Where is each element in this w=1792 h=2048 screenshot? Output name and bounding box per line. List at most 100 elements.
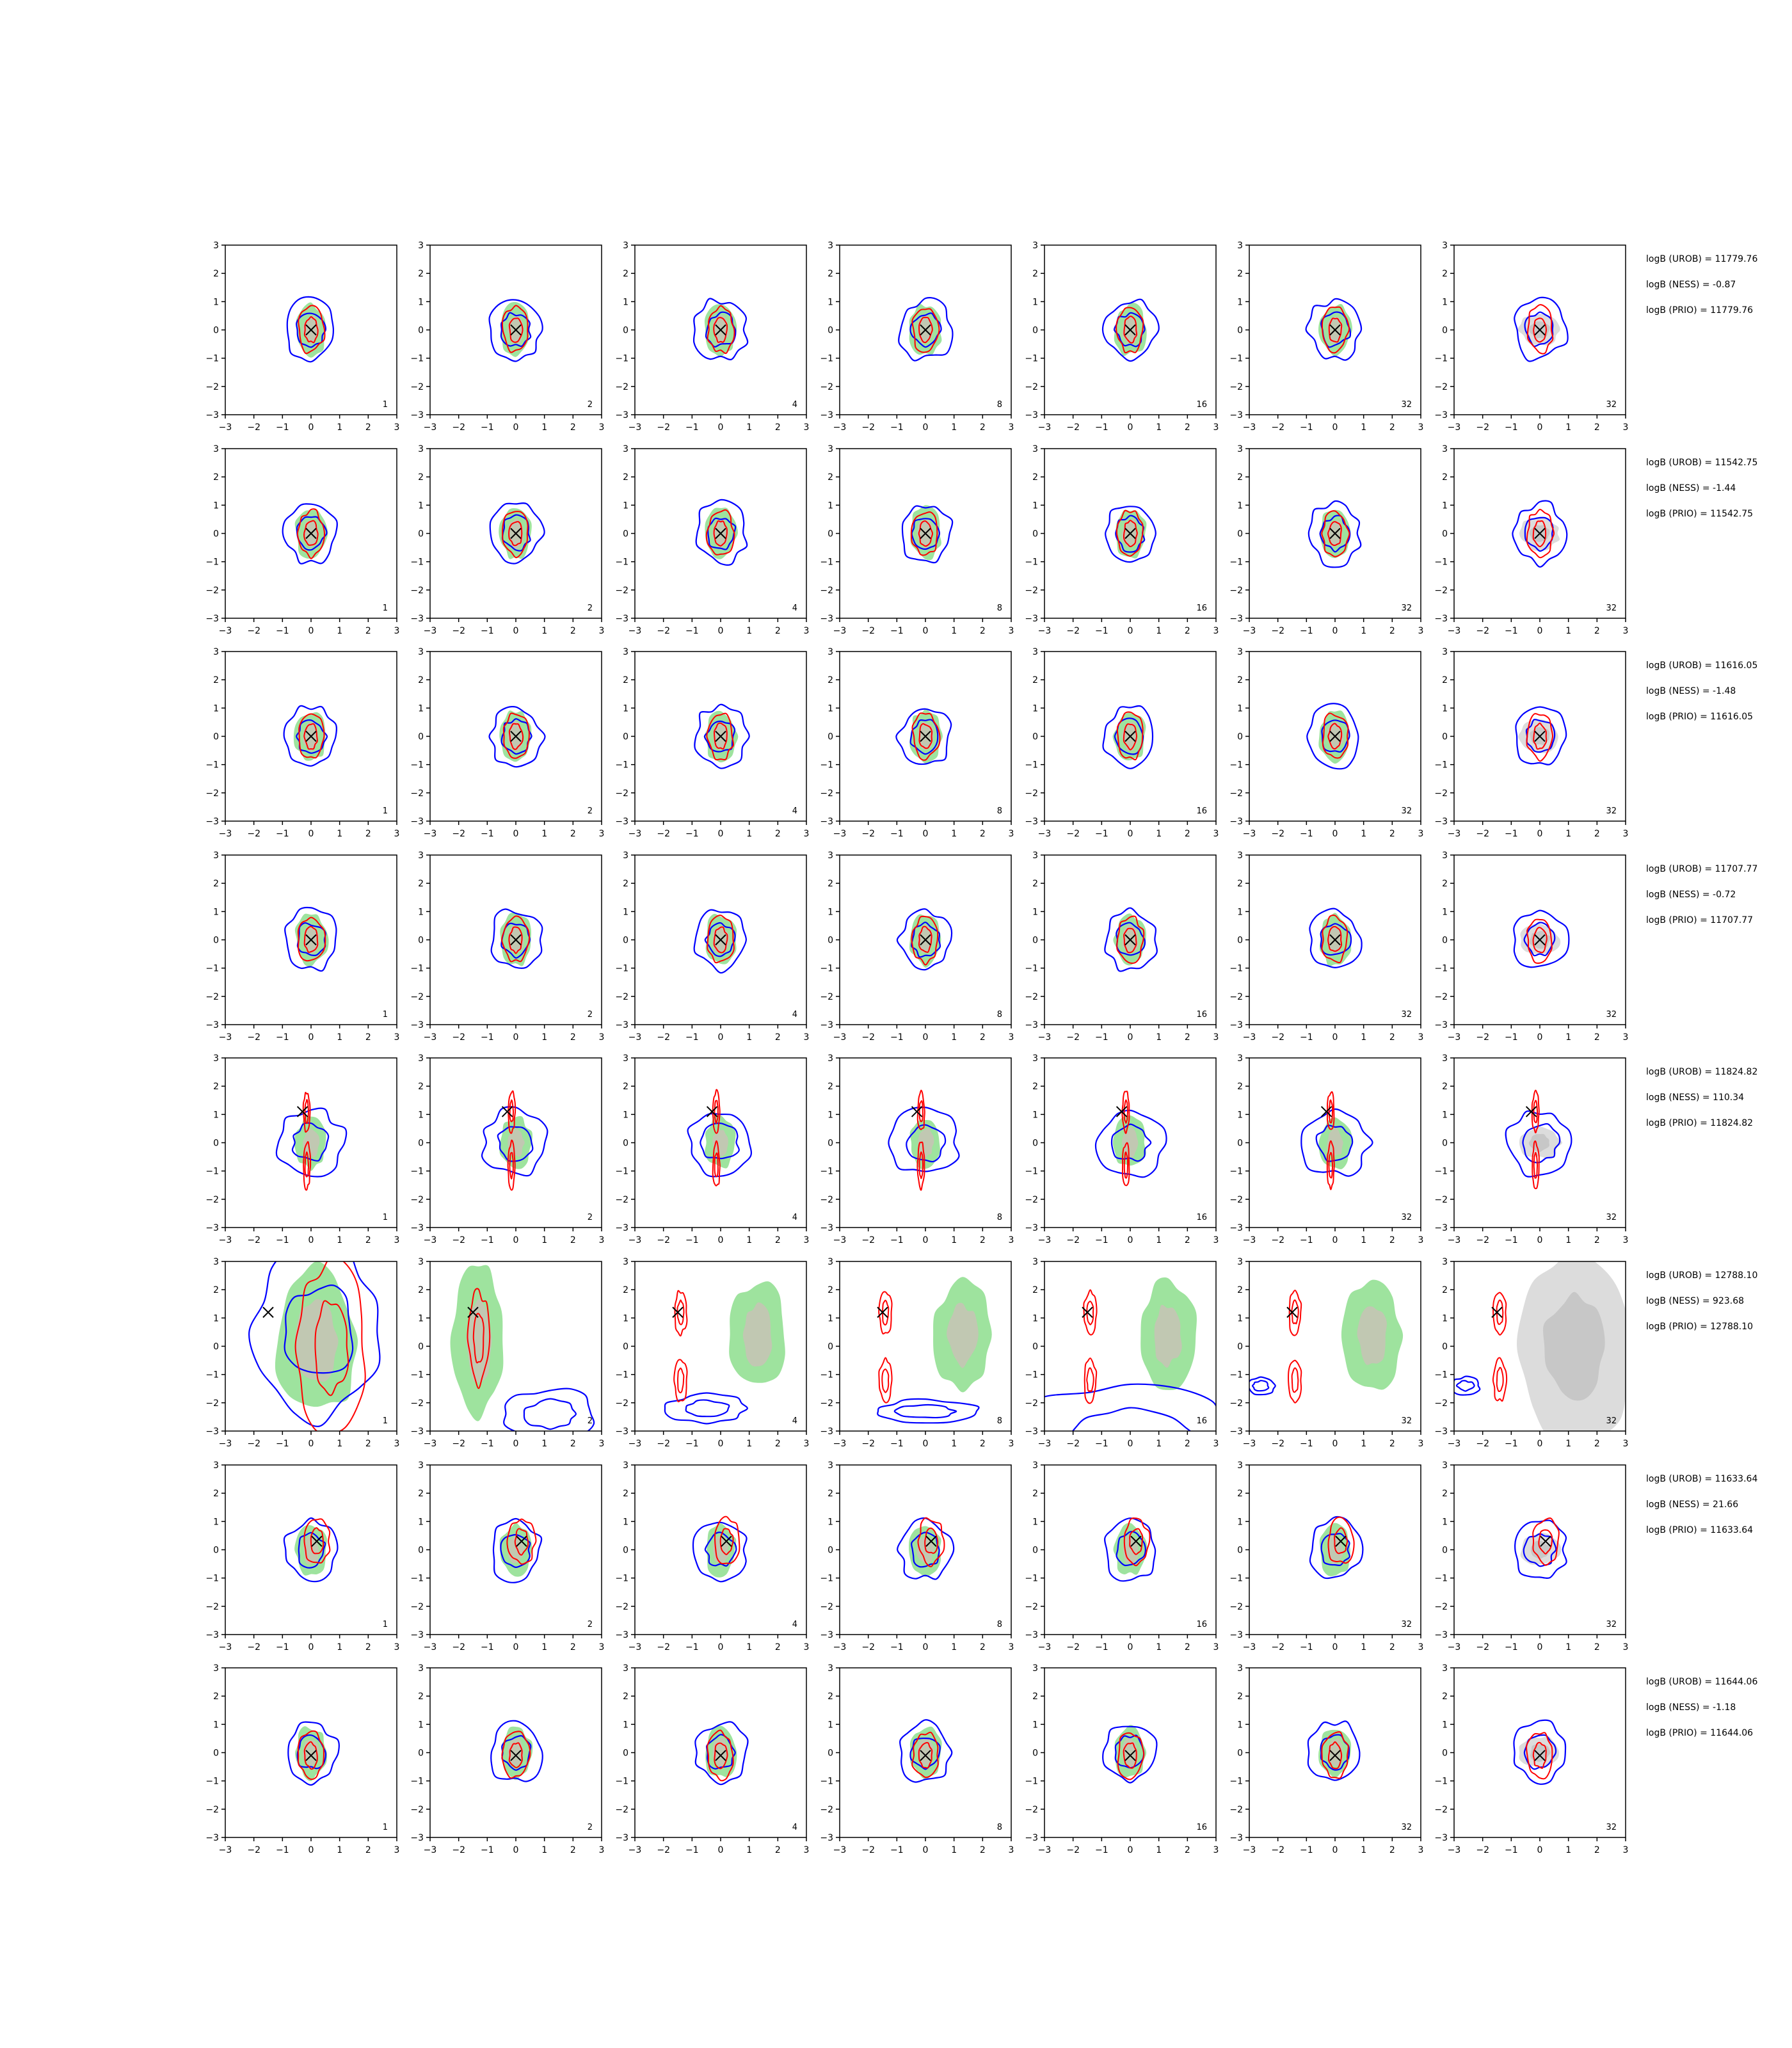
y-tick-label: −3 [615,410,628,420]
plot-area [692,298,749,361]
red-contour-outer [706,712,734,761]
plot-area [1104,907,1158,972]
panel-label: 1 [383,400,388,410]
y-tick-label: −3 [1025,1630,1038,1640]
y-tick-label: 1 [1442,297,1448,307]
y-tick-label: 0 [623,1342,628,1352]
x-tick-label: −1 [890,829,904,839]
y-tick-label: 2 [623,1285,628,1295]
red-contour-outer [501,305,529,353]
red-contour-inner [1129,1528,1144,1555]
x-tick-label: 3 [804,1235,810,1245]
subplot-r3-c3: −3−3 −2 −2 −1 −1 0 0 1 1 2 2 3 3 4 [615,647,809,839]
y-tick-label: −3 [1229,410,1243,420]
panel-label: 32 [1401,1213,1412,1222]
y-tick-label: −3 [1229,1833,1243,1843]
x-tick-label: −2 [1271,422,1284,433]
panel-label: 16 [1196,1010,1207,1020]
x-tick-label: 1 [337,1642,342,1652]
panel-label: 2 [588,1010,593,1020]
x-tick-label: −2 [452,626,465,636]
x-tick-label: −1 [890,626,904,636]
x-tick-label: −1 [1300,1439,1313,1449]
x-tick-label: 2 [1389,626,1395,636]
x-tick-label: −2 [1066,1032,1080,1043]
x-tick-label: −1 [1095,1032,1108,1043]
panel-label: 32 [1606,1010,1617,1020]
plot-area [1513,909,1570,968]
red-contour-outer [294,1261,366,1431]
plot-area [287,1721,340,1786]
true-value-marker [706,1106,718,1117]
y-tick-label: −3 [820,1427,833,1437]
blue-contour-inner [906,1124,947,1163]
x-tick-label: −2 [657,626,670,636]
y-tick-label: 2 [418,675,424,685]
y-tick-label: 3 [213,1663,219,1674]
x-tick-label: −3 [628,1845,642,1855]
y-tick-label: 2 [1237,1692,1243,1702]
x-tick-label: 3 [394,626,400,636]
x-tick-label: 2 [1389,1439,1395,1449]
y-tick-label: 1 [1237,703,1243,714]
red-contour-outer [707,915,735,964]
x-tick-label: −1 [685,829,699,839]
red-contour-inner [918,1741,933,1769]
x-tick-label: −2 [1066,1439,1080,1449]
x-tick-label: −1 [1095,1235,1108,1245]
y-tick-label: 2 [1032,1285,1038,1295]
x-tick-label: −1 [890,1439,904,1449]
blue-contour-outer [1104,907,1158,972]
y-tick-label: −3 [615,1833,628,1843]
y-tick-label: −1 [820,557,833,568]
plot-area [692,1516,748,1583]
x-tick-label: 0 [513,829,519,839]
panel-label: 32 [1401,1010,1412,1020]
x-tick-label: 3 [1418,1235,1424,1245]
y-tick-label: −1 [615,1777,628,1787]
x-tick-label: −1 [890,422,904,433]
red-contour-inner [508,317,524,343]
x-tick-label: 0 [923,1032,929,1043]
panel-label: 8 [997,1620,1002,1629]
x-tick-label: 2 [1185,626,1190,636]
y-tick-label: 2 [418,879,424,889]
y-tick-label: −3 [820,1223,833,1233]
panel-label: 2 [588,1620,593,1629]
y-tick-label: −1 [1229,1167,1243,1177]
subplot-r1-c4: −3−3 −2 −2 −1 −1 0 0 1 1 2 2 3 3 8 [820,241,1014,433]
red-contour-inner [314,1300,349,1396]
blue-contour-inner [1524,516,1554,552]
blue-contour-outer [1513,1719,1567,1785]
y-tick-label: −3 [615,1020,628,1030]
x-tick-label: 2 [365,1032,371,1043]
true-value-marker [1124,527,1136,540]
plot-area [488,706,546,768]
y-tick-label: 3 [1442,1257,1448,1267]
y-tick-label: −2 [410,382,424,392]
x-tick-label: −1 [685,1235,699,1245]
row-stat-urob: logB (UROB) = 11616.05 [1646,660,1757,671]
y-tick-label: 3 [418,851,424,861]
red-contour-outer [507,1139,516,1191]
red-contour-inner [1532,1741,1547,1769]
blue-contour-inner [909,312,942,348]
blue-contour-inner [1455,1380,1475,1392]
plot-area [1102,1725,1158,1784]
x-tick-label: −2 [1066,626,1080,636]
density-core-fill [712,1129,728,1158]
row-stat-ness: logB (NESS) = -1.18 [1646,1702,1736,1713]
x-tick-label: 1 [1361,829,1366,839]
panel-label: 8 [997,1010,1002,1020]
x-tick-label: 3 [1213,422,1219,433]
y-tick-label: −2 [1229,992,1243,1002]
x-tick-label: 1 [746,1439,752,1449]
red-contour-outer [1116,307,1144,354]
blue-contour-outer [664,1392,748,1425]
y-tick-label: 3 [828,647,833,657]
x-tick-label: 0 [1332,1439,1338,1449]
subplot-r4-c1: −3−3 −2 −2 −1 −1 0 0 1 1 2 2 3 3 1 [205,851,399,1043]
x-tick-label: −2 [1476,626,1489,636]
true-value-marker [1329,527,1341,540]
y-tick-label: 2 [1032,675,1038,685]
